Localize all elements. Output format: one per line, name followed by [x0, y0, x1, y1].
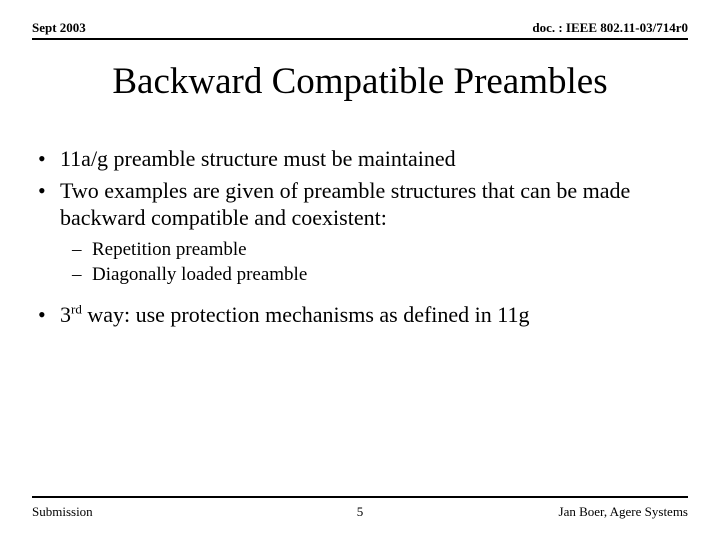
footer-rule	[32, 496, 688, 498]
bullet-item: • 11a/g preamble structure must be maint…	[38, 145, 688, 173]
header-date: Sept 2003	[32, 20, 86, 36]
dash-icon: –	[72, 263, 92, 287]
sub-bullet-list: – Repetition preamble – Diagonally loade…	[38, 238, 688, 288]
bullet-text-tail: way: use protection mechanisms as define…	[82, 302, 530, 327]
sub-bullet-text: Diagonally loaded preamble	[92, 263, 307, 287]
sub-bullet-item: – Diagonally loaded preamble	[72, 263, 688, 287]
header-doc: doc. : IEEE 802.11-03/714r0	[532, 20, 688, 36]
bullet-text: Two examples are given of preamble struc…	[60, 177, 688, 232]
ordinal-number: 3	[60, 302, 71, 327]
sub-bullet-text: Repetition preamble	[92, 238, 247, 262]
bullet-dot-icon: •	[38, 145, 60, 173]
ordinal-suffix: rd	[71, 302, 82, 317]
footer: Submission 5 Jan Boer, Agere Systems	[32, 504, 688, 520]
bullet-item: • 3rd way: use protection mechanisms as …	[38, 301, 688, 329]
header: Sept 2003 doc. : IEEE 802.11-03/714r0	[32, 20, 688, 40]
bullet-text: 11a/g preamble structure must be maintai…	[60, 145, 688, 173]
bullet-dot-icon: •	[38, 177, 60, 232]
bullet-item: • Two examples are given of preamble str…	[38, 177, 688, 232]
bullet-list: • 11a/g preamble structure must be maint…	[32, 145, 688, 329]
sub-bullet-item: – Repetition preamble	[72, 238, 688, 262]
dash-icon: –	[72, 238, 92, 262]
page-title: Backward Compatible Preambles	[32, 60, 688, 103]
bullet-text: 3rd way: use protection mechanisms as de…	[60, 301, 688, 329]
bullet-dot-icon: •	[38, 301, 60, 329]
footer-left: Submission	[32, 504, 93, 520]
footer-author: Jan Boer, Agere Systems	[559, 504, 688, 520]
